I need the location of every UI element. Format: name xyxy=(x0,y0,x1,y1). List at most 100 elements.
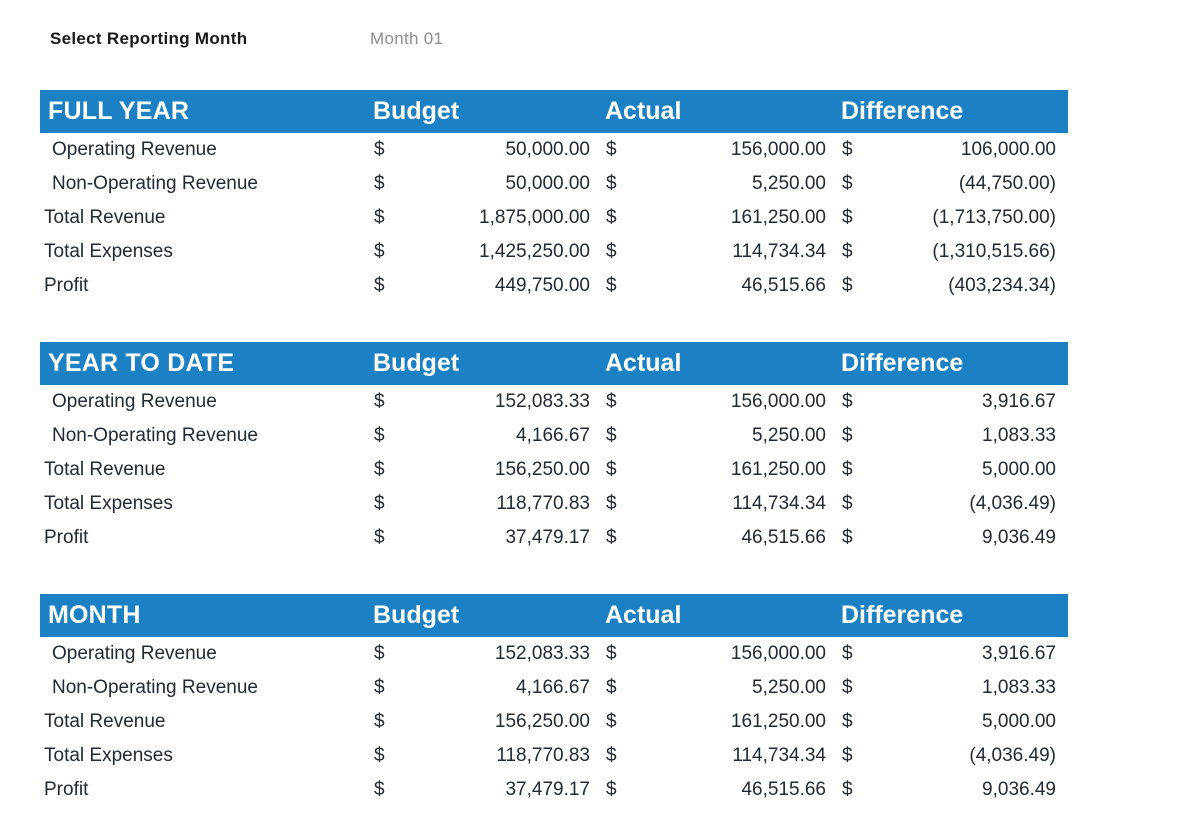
actual-amount: 46,515.66 xyxy=(741,275,826,296)
table-row: Operating Revenue $ 152,083.33 $ 156,000… xyxy=(40,637,1068,671)
budget-cell: $ 1,875,000.00 xyxy=(370,207,602,229)
row-label: Non-Operating Revenue xyxy=(52,677,258,698)
budget-amount: 50,000.00 xyxy=(505,173,590,194)
currency-symbol: $ xyxy=(374,745,385,766)
column-header-actual: Actual xyxy=(605,97,682,125)
budget-amount: 37,479.17 xyxy=(505,779,590,800)
currency-symbol: $ xyxy=(606,425,617,446)
row-label: Total Expenses xyxy=(44,241,173,262)
actual-amount: 156,000.00 xyxy=(730,391,826,412)
actual-cell: $ 156,000.00 xyxy=(602,139,838,161)
difference-cell: $ (4,036.49) xyxy=(838,745,1068,767)
currency-symbol: $ xyxy=(606,779,617,800)
currency-symbol: $ xyxy=(374,711,385,732)
section-header: MONTH Budget Actual Difference xyxy=(40,594,1068,637)
actual-cell: $ 114,734.34 xyxy=(602,241,838,263)
actual-cell: $ 5,250.00 xyxy=(602,173,838,195)
currency-symbol: $ xyxy=(842,425,853,446)
currency-symbol: $ xyxy=(374,779,385,800)
currency-symbol: $ xyxy=(374,241,385,262)
budget-cell: $ 4,166.67 xyxy=(370,677,602,699)
budget-cell: $ 37,479.17 xyxy=(370,779,602,801)
difference-amount: 9,036.49 xyxy=(982,779,1056,800)
currency-symbol: $ xyxy=(374,493,385,514)
currency-symbol: $ xyxy=(842,173,853,194)
difference-amount: (1,713,750.00) xyxy=(932,207,1056,228)
column-header-difference: Difference xyxy=(841,349,964,377)
reporting-month-value[interactable]: Month 01 xyxy=(370,29,444,48)
currency-symbol: $ xyxy=(606,527,617,548)
actual-cell: $ 46,515.66 xyxy=(602,779,838,801)
currency-symbol: $ xyxy=(606,745,617,766)
report-section: MONTH Budget Actual Difference Operating… xyxy=(40,594,1068,807)
actual-amount: 46,515.66 xyxy=(741,779,826,800)
budget-amount: 37,479.17 xyxy=(505,527,590,548)
actual-cell: $ 161,250.00 xyxy=(602,459,838,481)
table-row: Non-Operating Revenue $ 50,000.00 $ 5,25… xyxy=(40,167,1068,201)
currency-symbol: $ xyxy=(374,207,385,228)
difference-cell: $ (44,750.00) xyxy=(838,173,1068,195)
currency-symbol: $ xyxy=(606,677,617,698)
actual-amount: 156,000.00 xyxy=(730,643,826,664)
currency-symbol: $ xyxy=(606,139,617,160)
difference-amount: (4,036.49) xyxy=(969,745,1056,766)
difference-amount: 3,916.67 xyxy=(982,391,1056,412)
reporting-month-label: Select Reporting Month xyxy=(50,29,248,48)
report-section: FULL YEAR Budget Actual Difference Opera… xyxy=(40,90,1068,303)
budget-cell: $ 1,425,250.00 xyxy=(370,241,602,263)
actual-cell: $ 156,000.00 xyxy=(602,643,838,665)
actual-amount: 5,250.00 xyxy=(752,173,826,194)
budget-amount: 156,250.00 xyxy=(494,459,590,480)
actual-amount: 156,000.00 xyxy=(730,139,826,160)
currency-symbol: $ xyxy=(606,459,617,480)
difference-cell: $ 1,083.33 xyxy=(838,677,1068,699)
currency-symbol: $ xyxy=(842,241,853,262)
row-label: Total Revenue xyxy=(44,207,166,228)
budget-cell: $ 156,250.00 xyxy=(370,711,602,733)
table-row: Profit $ 449,750.00 $ 46,515.66 $ (403,2… xyxy=(40,269,1068,303)
report-top-bar: Select Reporting Month Month 01 xyxy=(50,29,1150,51)
difference-amount: (403,234.34) xyxy=(948,275,1056,296)
report-section: YEAR TO DATE Budget Actual Difference Op… xyxy=(40,342,1068,555)
difference-amount: 1,083.33 xyxy=(982,677,1056,698)
budget-cell: $ 37,479.17 xyxy=(370,527,602,549)
actual-amount: 161,250.00 xyxy=(730,207,826,228)
row-label: Profit xyxy=(44,779,89,800)
budget-amount: 50,000.00 xyxy=(505,139,590,160)
budget-cell: $ 152,083.33 xyxy=(370,643,602,665)
currency-symbol: $ xyxy=(374,425,385,446)
currency-symbol: $ xyxy=(842,207,853,228)
budget-amount: 118,770.83 xyxy=(496,745,590,766)
currency-symbol: $ xyxy=(842,527,853,548)
row-label: Operating Revenue xyxy=(52,139,217,160)
currency-symbol: $ xyxy=(374,527,385,548)
actual-amount: 114,734.34 xyxy=(732,241,826,262)
budget-amount: 1,425,250.00 xyxy=(479,241,590,262)
currency-symbol: $ xyxy=(842,139,853,160)
difference-amount: 5,000.00 xyxy=(982,711,1056,732)
row-label: Total Revenue xyxy=(44,711,166,732)
difference-cell: $ 5,000.00 xyxy=(838,459,1068,481)
currency-symbol: $ xyxy=(606,207,617,228)
difference-amount: (1,310,515.66) xyxy=(932,241,1056,262)
section-title: YEAR TO DATE xyxy=(48,349,235,377)
currency-symbol: $ xyxy=(842,275,853,296)
difference-cell: $ 9,036.49 xyxy=(838,779,1068,801)
column-header-difference: Difference xyxy=(841,97,964,125)
currency-symbol: $ xyxy=(842,745,853,766)
budget-amount: 152,083.33 xyxy=(494,391,590,412)
difference-amount: 1,083.33 xyxy=(982,425,1056,446)
currency-symbol: $ xyxy=(842,677,853,698)
budget-cell: $ 4,166.67 xyxy=(370,425,602,447)
table-row: Total Revenue $ 156,250.00 $ 161,250.00 … xyxy=(40,705,1068,739)
currency-symbol: $ xyxy=(842,779,853,800)
budget-cell: $ 50,000.00 xyxy=(370,139,602,161)
section-rows: Operating Revenue $ 152,083.33 $ 156,000… xyxy=(40,385,1068,555)
budget-amount: 449,750.00 xyxy=(494,275,590,296)
actual-amount: 114,734.34 xyxy=(732,493,826,514)
currency-symbol: $ xyxy=(606,241,617,262)
difference-amount: 9,036.49 xyxy=(982,527,1056,548)
budget-cell: $ 152,083.33 xyxy=(370,391,602,413)
table-row: Total Expenses $ 1,425,250.00 $ 114,734.… xyxy=(40,235,1068,269)
difference-cell: $ (4,036.49) xyxy=(838,493,1068,515)
